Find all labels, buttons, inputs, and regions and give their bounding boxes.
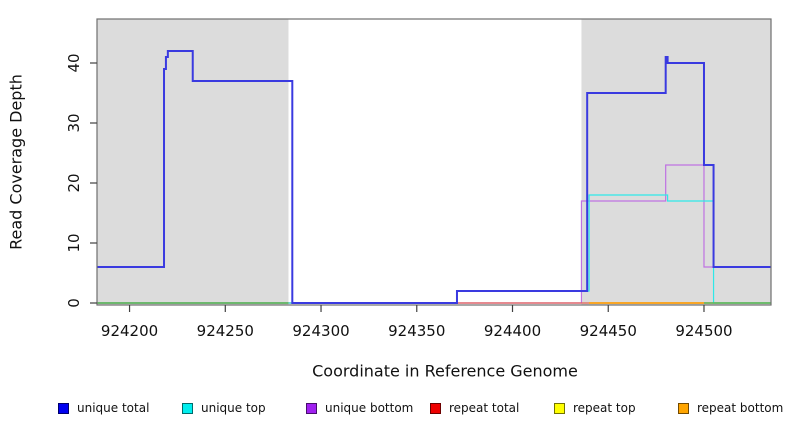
legend-label: unique bottom — [325, 401, 414, 415]
x-tick-label: 924500 — [675, 322, 732, 340]
legend-item-unique-total: unique total — [58, 399, 149, 417]
x-axis-label: Coordinate in Reference Genome — [312, 361, 578, 381]
legend-swatch-repeat-bottom — [678, 402, 689, 414]
plot-box — [96, 18, 772, 306]
legend-item-unique-top: unique top — [182, 399, 266, 417]
legend-swatch-unique-total — [58, 402, 69, 414]
x-tick-label: 924400 — [484, 322, 541, 340]
x-tick-label: 924250 — [197, 322, 254, 340]
legend-swatch-unique-bottom — [306, 402, 317, 414]
legend-item-repeat-bottom: repeat bottom — [678, 399, 783, 417]
legend-swatch-unique-top — [182, 402, 193, 414]
y-axis-label: Read Coverage Depth — [6, 74, 26, 250]
legend-item-repeat-top: repeat top — [554, 399, 636, 417]
series-line-unique-total — [97, 50, 771, 304]
legend-swatch-repeat-top — [554, 402, 565, 414]
y-tick-label: 40 — [65, 53, 83, 72]
x-tick-label: 924300 — [292, 322, 349, 340]
legend-label: repeat bottom — [697, 401, 784, 415]
legend-item-repeat-total: repeat total — [430, 399, 519, 417]
y-tick-label: 10 — [65, 233, 83, 252]
series-line-unique-bottom — [97, 164, 771, 304]
y-tick-label: 30 — [65, 113, 83, 132]
legend: unique total unique top unique bottom repea… — [0, 399, 792, 419]
y-tick-label: 20 — [65, 173, 83, 192]
legend-item-unique-bottom: unique bottom — [306, 399, 413, 417]
legend-label: unique total — [77, 401, 150, 415]
x-tick-label: 924450 — [580, 322, 637, 340]
legend-label: unique top — [201, 401, 266, 415]
x-tick-label: 924200 — [101, 322, 158, 340]
legend-swatch-repeat-total — [430, 402, 441, 414]
x-tick-label: 924350 — [388, 322, 445, 340]
y-tick-label: 0 — [65, 298, 83, 308]
repeat-region-right — [581, 19, 771, 305]
legend-label: repeat top — [573, 401, 636, 415]
legend-label: repeat total — [449, 401, 520, 415]
